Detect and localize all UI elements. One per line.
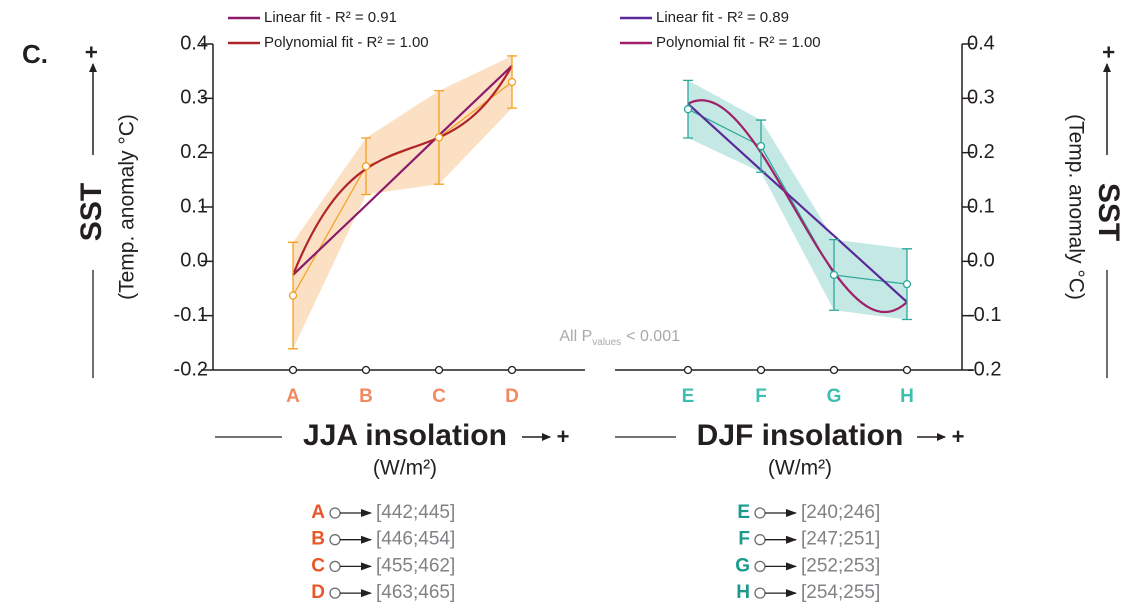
y-tick-label: 0.2 <box>180 141 208 163</box>
y-tick-label: 0.4 <box>967 32 995 54</box>
fit-line <box>292 64 513 276</box>
category-marker <box>361 365 371 375</box>
range-letter: B <box>311 529 325 550</box>
panel-label: C. <box>22 39 48 69</box>
data-point <box>434 133 444 142</box>
category-marker <box>756 365 766 375</box>
y-tick-label: 0.3 <box>180 87 208 109</box>
range-icon-circle <box>754 534 766 546</box>
y-axis-title: SST <box>75 183 108 241</box>
y-axis-plus: + <box>79 46 104 59</box>
range-label: [240;246] <box>801 502 880 523</box>
x-tick-label: G <box>827 386 842 407</box>
fit-line <box>687 99 908 314</box>
p-value-note: All Pvalues < 0.001 <box>559 328 680 347</box>
x-axis-title: JJA insolation <box>303 419 507 452</box>
x-tick-label: C <box>432 386 446 407</box>
x-tick-label: F <box>755 386 767 407</box>
data-point <box>683 105 693 114</box>
range-label: [247;251] <box>801 529 880 550</box>
x-axis-unit: (W/m²) <box>768 457 832 480</box>
range-letter: A <box>311 502 325 523</box>
x-tick-label: A <box>286 386 300 407</box>
data-point <box>361 162 371 171</box>
x-axis-title: DJF insolation <box>697 419 904 452</box>
range-letter: E <box>737 502 750 523</box>
range-label: [446;454] <box>376 529 455 550</box>
x-axis-unit: (W/m²) <box>373 457 437 480</box>
range-icon-circle <box>754 587 766 599</box>
range-label: [254;255] <box>801 582 880 603</box>
fit-line <box>291 65 513 276</box>
range-label: [463;465] <box>376 582 455 603</box>
y-tick-label: 0.4 <box>180 32 208 54</box>
range-icon-circle <box>329 507 341 519</box>
range-letter: F <box>738 529 750 550</box>
data-point <box>288 291 298 300</box>
legend-label: Linear fit - R² = 0.91 <box>264 9 397 26</box>
category-marker <box>829 365 839 375</box>
range-icon-circle <box>754 507 766 519</box>
range-letter: C <box>311 555 325 576</box>
data-point <box>756 141 766 151</box>
range-icon-circle <box>329 560 341 573</box>
data-point <box>829 270 839 280</box>
legend-label: Linear fit - R² = 0.89 <box>656 9 789 26</box>
y-tick-label: 0.1 <box>967 195 995 217</box>
x-tick-label: H <box>900 386 914 407</box>
observed-line <box>687 108 908 285</box>
y-tick-label: -0.2 <box>174 358 208 380</box>
category-marker <box>434 365 444 375</box>
range-label: [252;253] <box>801 555 880 576</box>
p-prefix: All P <box>559 328 592 345</box>
x-axis-plus: + <box>952 424 965 449</box>
category-marker <box>507 365 517 375</box>
legend-label: Polynomial fit - R² = 1.00 <box>656 34 821 51</box>
range-label: [455;462] <box>376 555 455 576</box>
range-letter: H <box>736 582 750 603</box>
range-label: [442;445] <box>376 502 455 523</box>
fit-line <box>687 102 908 303</box>
y-tick-label: 0.0 <box>180 250 208 272</box>
x-tick-label: B <box>359 386 373 407</box>
error-band <box>688 80 907 320</box>
y-tick-label: -0.2 <box>967 358 1001 380</box>
y-axis-sublabel: (Temp. anomaly °C) <box>116 114 139 300</box>
range-letter: D <box>311 582 325 603</box>
category-marker <box>683 365 693 375</box>
y-tick-label: -0.1 <box>174 304 208 326</box>
error-band <box>293 55 512 349</box>
range-icon-circle <box>329 534 341 546</box>
p-subscript: values <box>592 337 621 348</box>
x-axis-plus: + <box>557 424 570 449</box>
y-tick-label: 0.3 <box>967 87 995 109</box>
y-axis-plus: + <box>1096 46 1121 59</box>
y-tick-label: 0.0 <box>967 250 995 272</box>
range-letter: G <box>735 555 750 576</box>
range-icon-circle <box>754 560 766 573</box>
x-tick-label: D <box>505 386 519 407</box>
range-icon-circle <box>329 587 341 599</box>
y-tick-label: 0.2 <box>967 141 995 163</box>
y-tick-label: 0.1 <box>180 195 208 217</box>
p-suffix: < 0.001 <box>626 328 680 345</box>
legend-label: Polynomial fit - R² = 1.00 <box>264 34 429 51</box>
data-point <box>902 280 912 289</box>
y-axis-sublabel: (Temp. anomaly °C) <box>1064 114 1087 300</box>
category-marker <box>288 365 298 375</box>
data-point <box>507 77 517 87</box>
y-tick-label: -0.1 <box>967 304 1001 326</box>
x-tick-label: E <box>682 386 695 407</box>
y-axis-title: SST <box>1092 183 1125 241</box>
category-marker <box>902 365 912 375</box>
